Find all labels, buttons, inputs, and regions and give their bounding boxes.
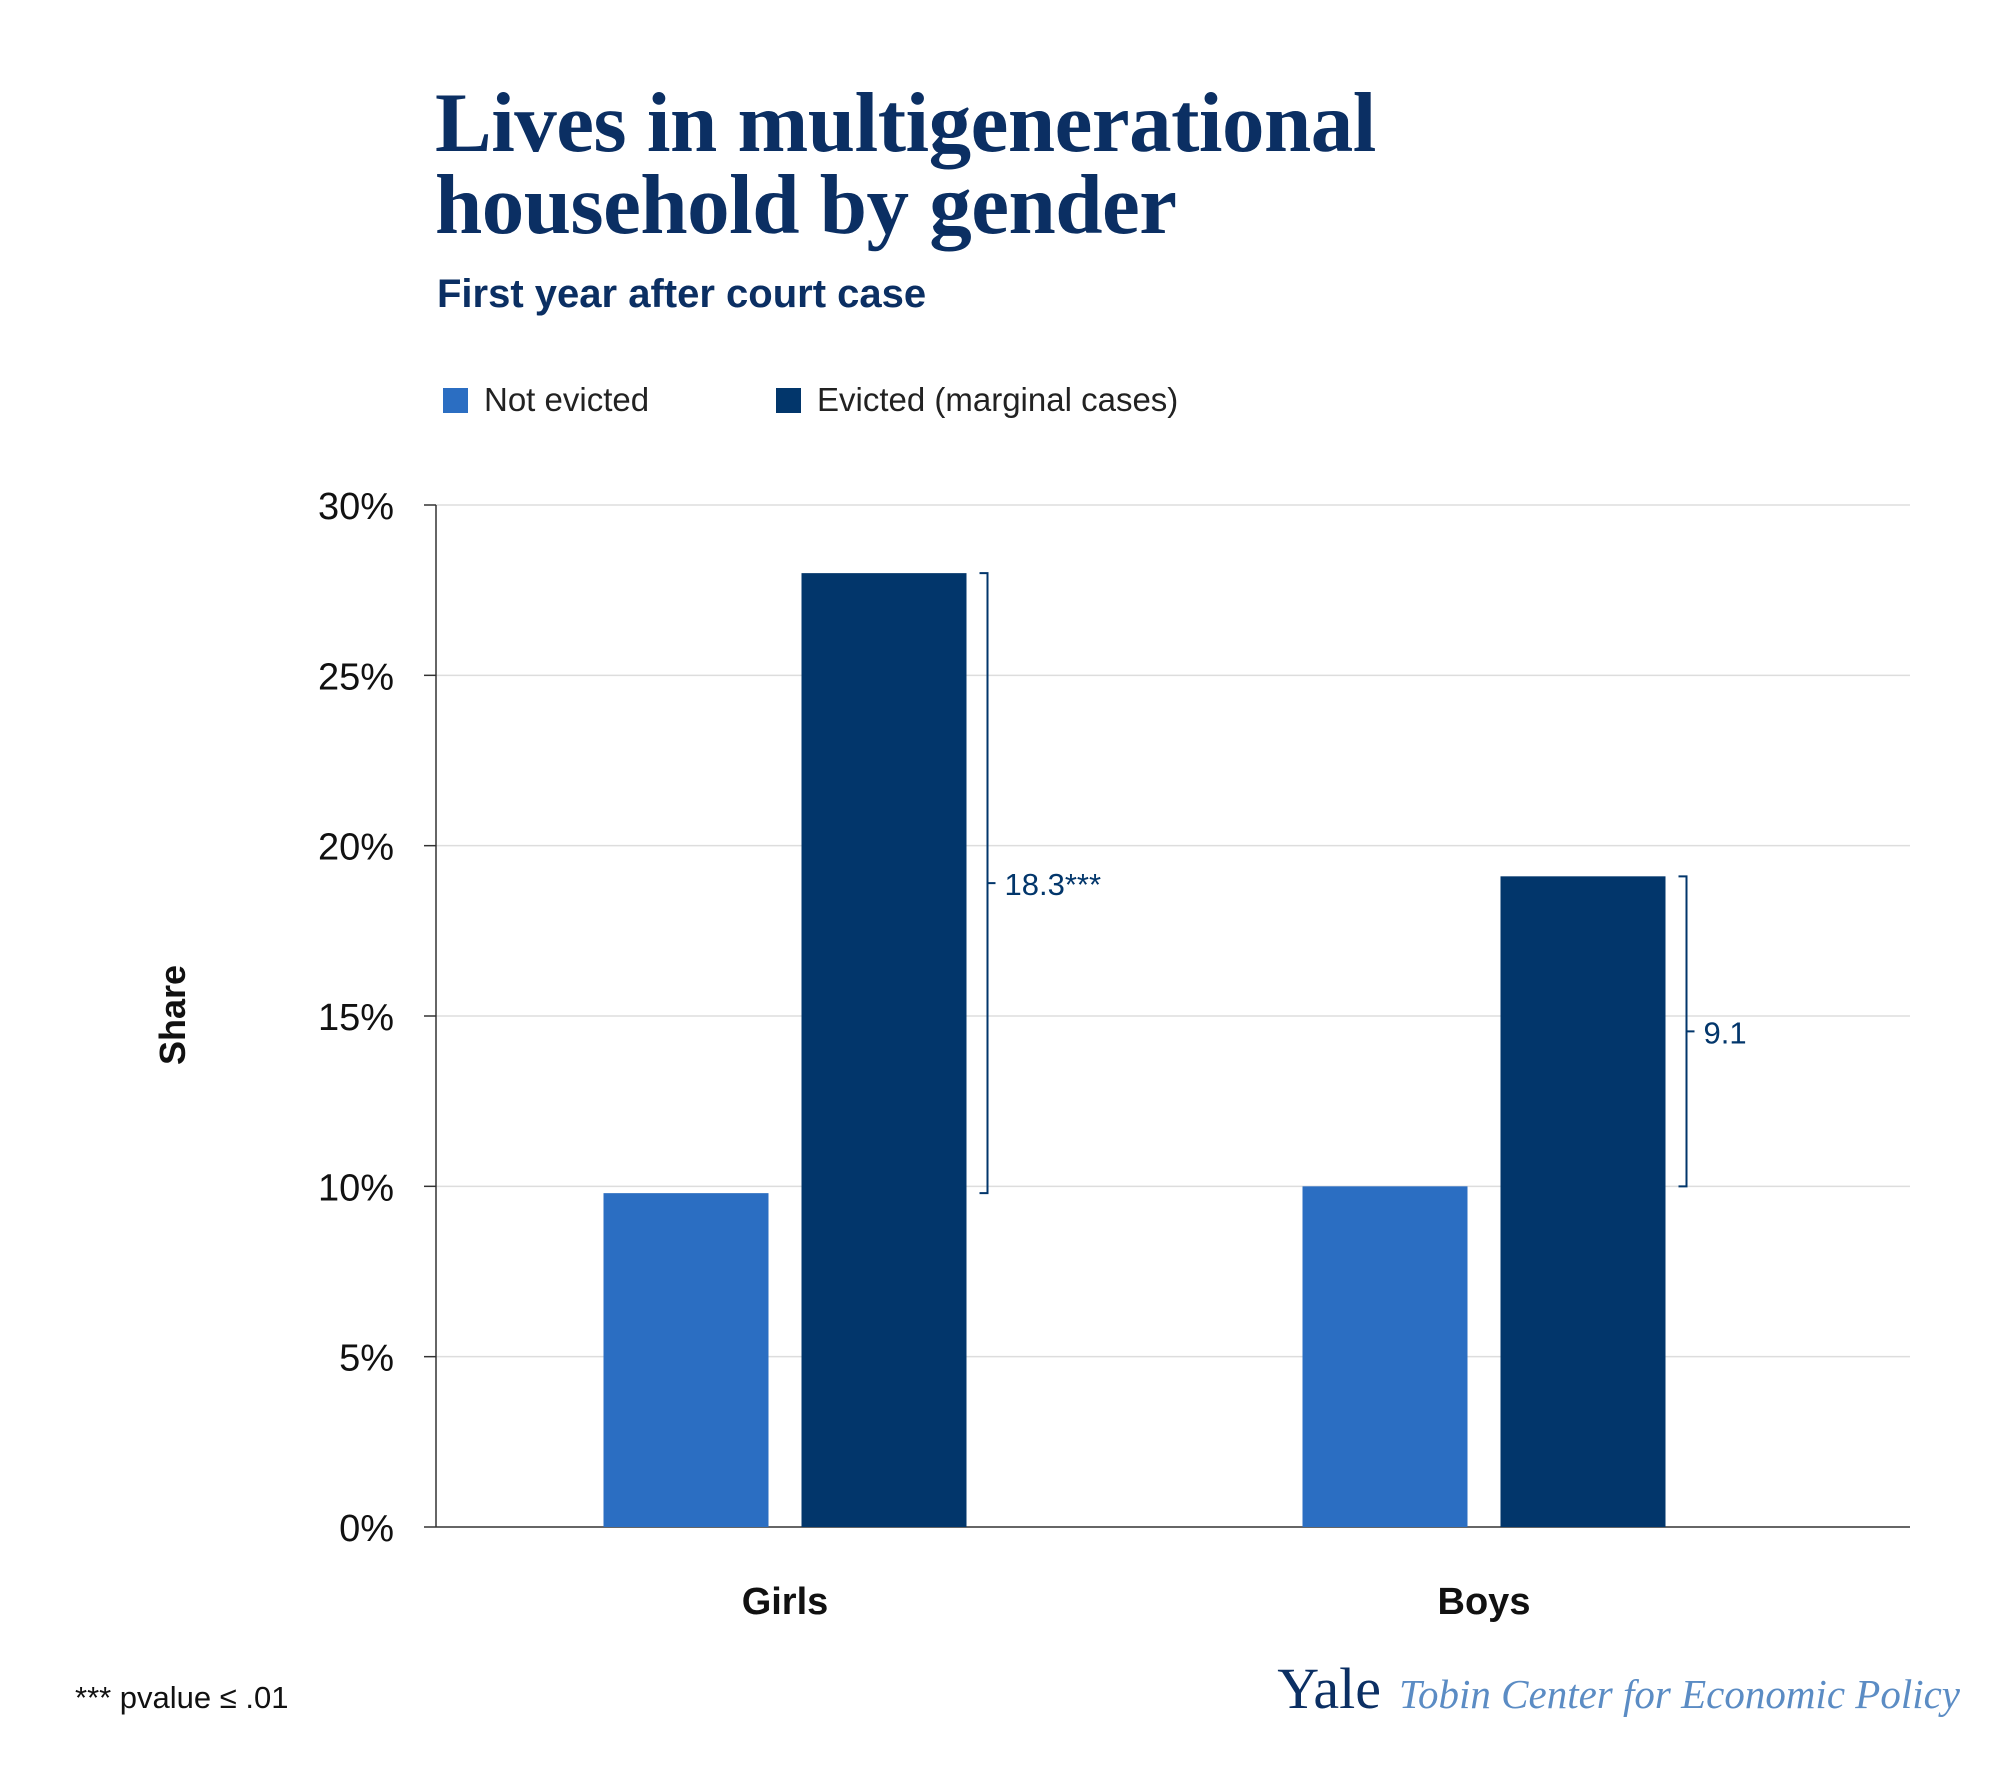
bar-girls-evicted bbox=[801, 573, 967, 1527]
difference-bracket-girls bbox=[979, 572, 996, 1195]
y-tick-label: 15% bbox=[318, 997, 394, 1039]
legend-item-evicted: Evicted (marginal cases) bbox=[776, 375, 1178, 425]
footnote: *** pvalue ≤ .01 bbox=[75, 1680, 289, 1715]
y-tick-label: 30% bbox=[318, 486, 394, 528]
legend-swatch-evicted bbox=[776, 387, 801, 413]
bar-boys-not-evicted bbox=[1302, 1186, 1468, 1527]
y-tick-label: 10% bbox=[318, 1167, 394, 1209]
chart-title: Lives in multigenerational household by … bbox=[435, 76, 1735, 252]
chart-subtitle: First year after court case bbox=[437, 272, 927, 316]
legend-label-not-evicted: Not evicted bbox=[484, 381, 650, 418]
title-line-1: Lives in multigenerational bbox=[435, 76, 1376, 170]
title-line-2: household by gender bbox=[435, 158, 1177, 252]
y-tick-label: 25% bbox=[318, 656, 394, 698]
y-axis-label: Share bbox=[152, 965, 193, 1065]
legend-swatch-not-evicted bbox=[443, 387, 468, 413]
difference-label-boys: 9.1 bbox=[1704, 1015, 1747, 1050]
x-tick-label-boys: Boys bbox=[1438, 1581, 1531, 1623]
y-tick-label: 0% bbox=[339, 1508, 394, 1550]
difference-bracket-boys bbox=[1678, 875, 1695, 1188]
y-tick-label: 20% bbox=[318, 827, 394, 869]
legend-label-evicted: Evicted (marginal cases) bbox=[817, 381, 1179, 418]
brand-center-name: Tobin Center for Economic Policy bbox=[1398, 1671, 1960, 1717]
y-tick-label: 5% bbox=[339, 1338, 394, 1380]
brand-yale: Yale bbox=[1277, 1656, 1381, 1721]
bar-boys-evicted bbox=[1500, 876, 1666, 1527]
legend-item-not-evicted: Not evicted bbox=[443, 375, 649, 425]
bar-girls-not-evicted bbox=[603, 1193, 769, 1527]
difference-label-girls: 18.3*** bbox=[1005, 867, 1102, 902]
x-tick-label-girls: Girls bbox=[742, 1581, 829, 1623]
brand-logo: Yale Tobin Center for Economic Policy bbox=[1277, 1655, 1960, 1722]
